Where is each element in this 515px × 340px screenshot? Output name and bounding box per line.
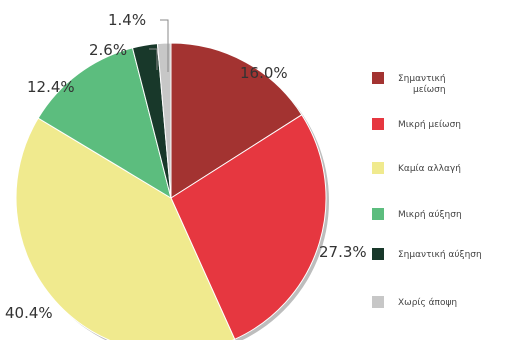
legend-swatch-μικρή-μείωση bbox=[372, 118, 384, 130]
legend-label-σημαντική-αύξηση: Σημαντική αύξηση bbox=[398, 249, 482, 260]
legend: Σημαντική μείωση Μικρή μείωση Καμία αλλαγή Μ… bbox=[372, 72, 482, 308]
pie-slice-σημαντική-μείωση bbox=[170, 42, 303, 199]
pie-slice-χωρίς-άποψη bbox=[156, 42, 172, 199]
legend-swatch-χωρίς-άποψη bbox=[372, 296, 384, 308]
pie-slice-μικρή-αύξηση bbox=[37, 47, 172, 200]
slice-label-μικρή-μείωση: 27.3% bbox=[319, 243, 367, 261]
legend-label-χωρίς-άποψη: Χωρίς άποψη bbox=[398, 298, 457, 308]
legend-label-σημαντική-μείωση: Σημαντική μείωση bbox=[398, 74, 446, 95]
pie-slice-καμία-αλλαγή bbox=[15, 117, 236, 340]
legend-swatch-καμία-αλλαγή bbox=[372, 162, 384, 174]
leader-line-σημαντική-αύξηση bbox=[149, 48, 158, 70]
leader-line-χωρίς-άποψη bbox=[160, 19, 169, 72]
slice-label-καμία-αλλαγή: 40.4% bbox=[5, 304, 53, 322]
pie-slices bbox=[15, 42, 327, 340]
slice-labels: 16.0% 27.3% 40.4% 12.4% 2.6% 1.4% bbox=[5, 11, 367, 322]
legend-label-μικρή-μείωση: Μικρή μείωση bbox=[398, 120, 461, 130]
legend-swatch-μικρή-αύξηση bbox=[372, 208, 384, 220]
legend-swatch-σημαντική-αύξηση bbox=[372, 248, 384, 260]
leader-lines bbox=[149, 19, 169, 72]
slice-label-χωρίς-άποψη: 1.4% bbox=[108, 11, 146, 29]
legend-label-καμία-αλλαγή: Καμία αλλαγή bbox=[398, 164, 461, 174]
slice-label-σημαντική-μείωση: 16.0% bbox=[240, 64, 288, 82]
slice-label-μικρή-αύξηση: 12.4% bbox=[27, 78, 75, 96]
slice-label-σημαντική-αύξηση: 2.6% bbox=[89, 41, 127, 59]
legend-label-μικρή-αύξηση: Μικρή αύξηση bbox=[398, 209, 462, 220]
legend-swatch-σημαντική-μείωση bbox=[372, 72, 384, 84]
